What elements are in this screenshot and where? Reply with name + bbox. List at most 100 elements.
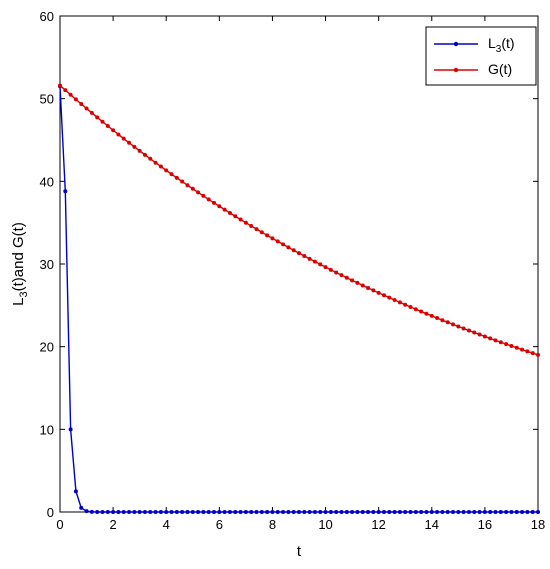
data-point-g	[509, 343, 514, 348]
y-tick-label: 10	[40, 422, 54, 437]
x-tick-labels: 0 2 4 6 8 10 12 14 16 18	[56, 517, 545, 532]
data-point-g	[174, 175, 179, 180]
x-axis-label: t	[297, 543, 302, 560]
data-point-l3	[323, 510, 328, 514]
data-point-l3	[403, 510, 408, 514]
legend-label-l3: L3(t)	[488, 35, 515, 55]
data-point-g	[79, 101, 84, 106]
data-point-l3	[79, 505, 84, 510]
data-point-g	[371, 288, 376, 293]
data-point-g	[111, 128, 116, 133]
data-point-l3	[366, 510, 371, 514]
data-point-g	[142, 152, 147, 157]
data-point-l3	[148, 510, 153, 514]
data-point-g	[222, 207, 227, 212]
data-point-l3	[249, 510, 254, 514]
data-point-l3	[466, 510, 471, 514]
data-point-l3	[105, 510, 110, 514]
data-point-g	[429, 313, 434, 318]
data-point-g	[355, 280, 360, 285]
data-point-g	[344, 275, 349, 280]
legend-label-g: G(t)	[488, 61, 512, 77]
data-point-g	[413, 307, 418, 312]
data-point-l3	[445, 510, 450, 514]
data-point-g	[164, 168, 169, 173]
x-tick-label: 2	[109, 517, 116, 532]
legend-label-l3-main: L	[488, 35, 496, 51]
legend-label-g-main: G(t)	[488, 61, 512, 77]
series-layer	[58, 83, 540, 514]
data-point-g	[472, 330, 477, 335]
x-tick-label: 12	[371, 517, 385, 532]
data-point-g	[466, 328, 471, 333]
data-point-g	[408, 304, 413, 309]
data-point-g	[196, 190, 201, 195]
data-point-l3	[387, 510, 392, 514]
data-point-g	[89, 110, 94, 115]
data-point-g	[445, 320, 450, 325]
data-point-l3	[142, 510, 147, 514]
data-point-l3	[185, 510, 190, 514]
data-point-l3	[217, 510, 222, 514]
x-tick-label: 8	[269, 517, 276, 532]
data-point-g	[185, 183, 190, 188]
y-tick-label: 0	[47, 505, 54, 520]
data-point-g	[312, 259, 317, 264]
data-point-l3	[328, 510, 333, 514]
data-point-l3	[68, 427, 73, 432]
data-point-l3	[435, 510, 440, 514]
data-point-l3	[265, 510, 270, 514]
data-point-g	[520, 347, 525, 352]
data-point-l3	[504, 510, 509, 514]
data-point-l3	[360, 510, 365, 514]
data-point-g	[493, 338, 498, 343]
data-point-g	[249, 223, 254, 228]
data-point-l3	[525, 510, 530, 514]
data-point-l3	[318, 510, 323, 514]
data-point-l3	[381, 510, 386, 514]
data-point-l3	[169, 510, 174, 514]
data-point-g	[180, 179, 185, 184]
data-point-g	[190, 186, 195, 191]
data-point-l3	[397, 510, 402, 514]
x-tick-label: 6	[216, 517, 223, 532]
data-point-g	[254, 227, 259, 232]
data-point-l3	[153, 510, 158, 514]
legend-label-l3-rest: (t)	[501, 35, 514, 51]
data-point-l3	[63, 189, 68, 194]
data-point-l3	[419, 510, 424, 514]
data-point-l3	[339, 510, 344, 514]
data-point-g	[318, 262, 323, 267]
data-point-l3	[344, 510, 349, 514]
y-axis-label-rest: (t)and G(t)	[10, 222, 27, 291]
data-point-g	[286, 245, 291, 250]
x-tick-label: 18	[531, 517, 545, 532]
y-axis-label: L3(t)and G(t)	[10, 222, 30, 306]
x-tick-label: 0	[56, 517, 63, 532]
y-axis-label-main: L	[10, 297, 27, 305]
data-point-l3	[132, 510, 137, 514]
data-point-l3	[509, 510, 514, 514]
data-point-l3	[307, 510, 312, 514]
data-point-l3	[461, 510, 466, 514]
data-point-g	[212, 200, 217, 205]
data-point-g	[137, 148, 142, 153]
data-point-g	[73, 97, 78, 102]
data-point-g	[456, 324, 461, 329]
data-point-l3	[111, 510, 116, 514]
x-tick-label: 4	[163, 517, 170, 532]
y-tick-label: 30	[40, 257, 54, 272]
data-point-g	[238, 217, 243, 222]
data-point-l3	[212, 510, 217, 514]
data-point-g	[307, 256, 312, 261]
data-point-g	[121, 136, 126, 141]
data-point-l3	[259, 510, 264, 514]
data-point-l3	[158, 510, 163, 514]
data-point-l3	[302, 510, 307, 514]
data-point-l3	[238, 510, 243, 514]
data-point-l3	[222, 510, 227, 514]
data-point-l3	[281, 510, 286, 514]
data-point-l3	[233, 510, 238, 514]
data-point-l3	[371, 510, 376, 514]
